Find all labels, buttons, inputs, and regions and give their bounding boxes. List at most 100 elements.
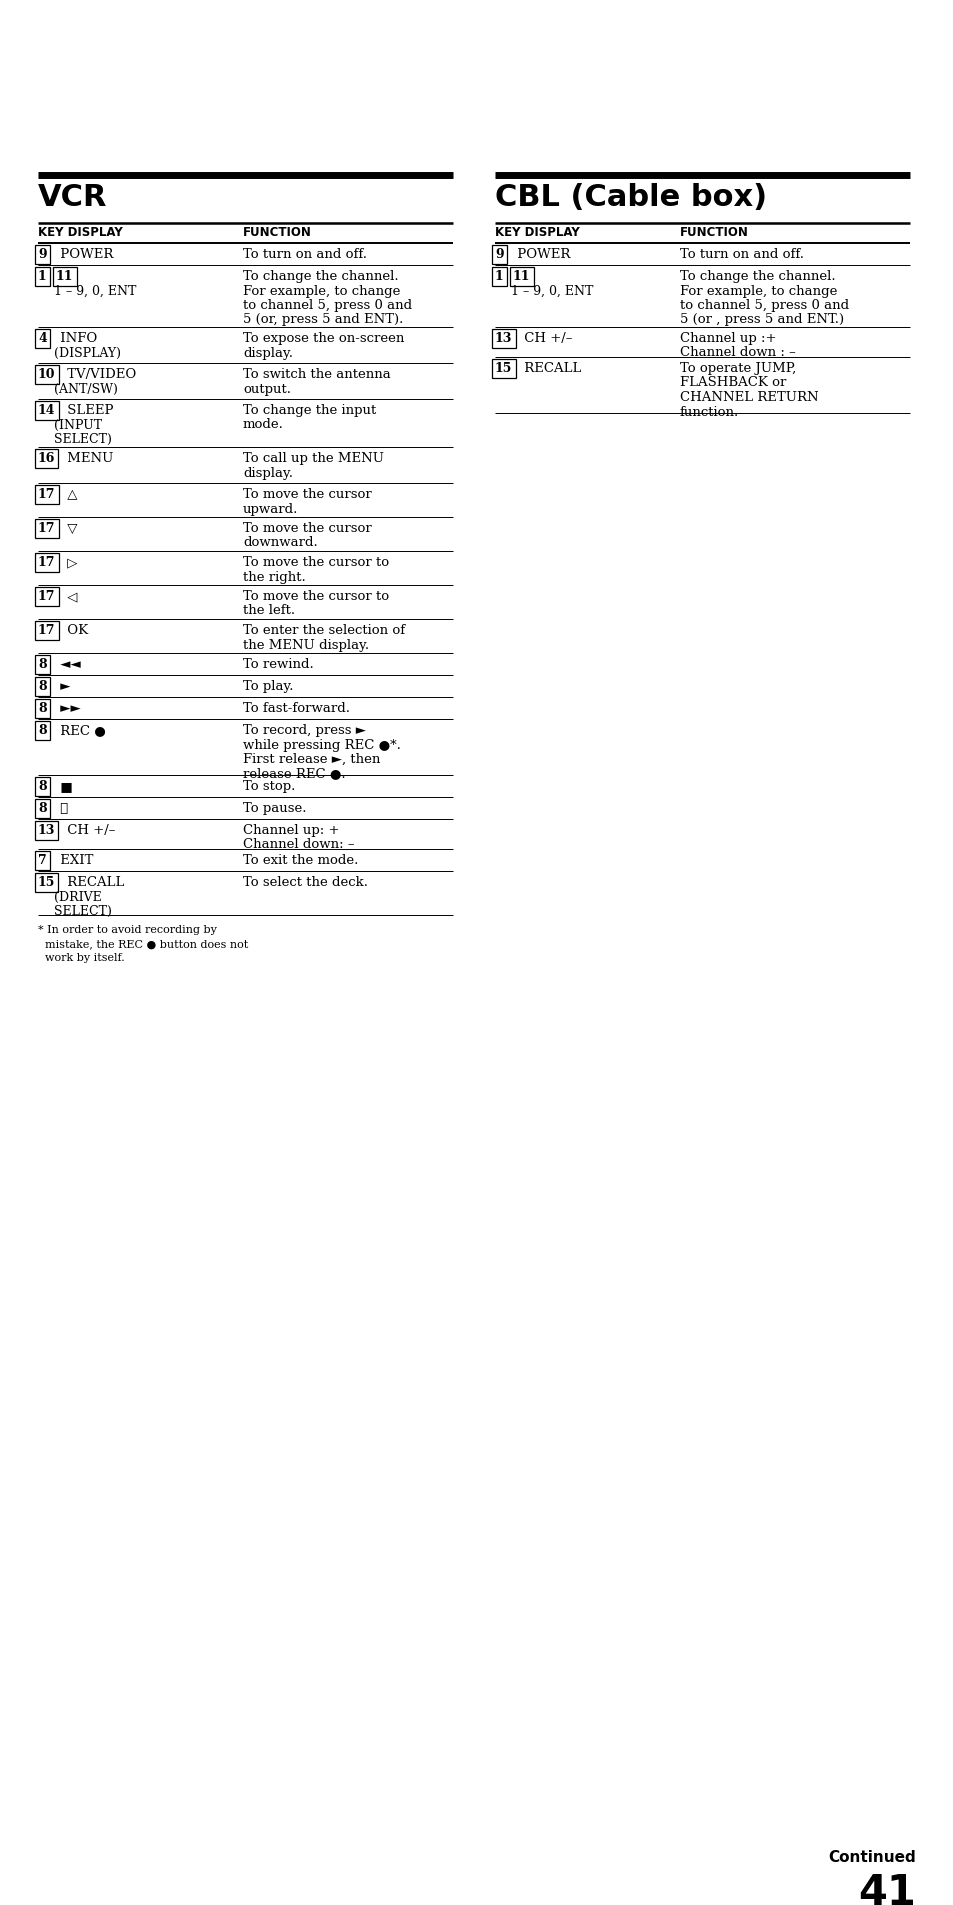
Text: 8: 8 bbox=[38, 802, 47, 815]
Text: output.: output. bbox=[243, 383, 291, 396]
Text: 11: 11 bbox=[56, 271, 73, 284]
Text: SELECT): SELECT) bbox=[38, 432, 112, 446]
Text: 13: 13 bbox=[38, 825, 55, 836]
Text: 10: 10 bbox=[38, 368, 55, 381]
Text: To play.: To play. bbox=[243, 680, 294, 693]
Text: ■: ■ bbox=[56, 779, 72, 792]
Text: To record, press ►: To record, press ► bbox=[243, 724, 366, 737]
Text: To stop.: To stop. bbox=[243, 779, 295, 792]
Text: 7: 7 bbox=[38, 853, 47, 867]
Text: MENU: MENU bbox=[63, 451, 113, 465]
Text: the left.: the left. bbox=[243, 604, 294, 617]
Text: 11: 11 bbox=[513, 271, 530, 284]
Text: 1: 1 bbox=[495, 271, 503, 284]
Text: OK: OK bbox=[63, 625, 88, 636]
Text: FUNCTION: FUNCTION bbox=[243, 227, 312, 238]
Text: 17: 17 bbox=[38, 556, 55, 570]
Text: △: △ bbox=[63, 488, 77, 501]
Text: display.: display. bbox=[243, 467, 293, 480]
Text: To change the input: To change the input bbox=[243, 404, 375, 417]
Text: 9: 9 bbox=[495, 248, 503, 261]
Text: SELECT): SELECT) bbox=[38, 905, 112, 918]
Text: TV/VIDEO: TV/VIDEO bbox=[63, 368, 136, 381]
Text: (DISPLAY): (DISPLAY) bbox=[38, 347, 121, 360]
Text: ►►: ►► bbox=[56, 703, 81, 714]
Text: EXIT: EXIT bbox=[56, 853, 93, 867]
Text: 5 (or, press 5 and ENT).: 5 (or, press 5 and ENT). bbox=[243, 314, 403, 326]
Text: display.: display. bbox=[243, 347, 293, 360]
Text: VCR: VCR bbox=[38, 183, 108, 211]
Text: To change the channel.: To change the channel. bbox=[243, 271, 398, 284]
Text: KEY DISPLAY: KEY DISPLAY bbox=[495, 227, 579, 238]
Text: 17: 17 bbox=[38, 522, 55, 535]
Text: CBL (Cable box): CBL (Cable box) bbox=[495, 183, 766, 211]
Text: to channel 5, press 0 and: to channel 5, press 0 and bbox=[679, 299, 848, 312]
Text: mode.: mode. bbox=[243, 419, 284, 432]
Text: 9: 9 bbox=[38, 248, 47, 261]
Text: To call up the MENU: To call up the MENU bbox=[243, 451, 384, 465]
Text: FLASHBACK or: FLASHBACK or bbox=[679, 377, 785, 389]
Text: To rewind.: To rewind. bbox=[243, 657, 314, 671]
Text: POWER: POWER bbox=[513, 248, 570, 261]
Text: RECALL: RECALL bbox=[63, 876, 124, 890]
Text: To pause.: To pause. bbox=[243, 802, 306, 815]
Text: 13: 13 bbox=[495, 331, 512, 345]
Text: Channel down: –: Channel down: – bbox=[243, 838, 355, 852]
Text: downward.: downward. bbox=[243, 537, 317, 549]
Text: INFO: INFO bbox=[56, 331, 97, 345]
Text: 17: 17 bbox=[38, 591, 55, 604]
Text: To move the cursor: To move the cursor bbox=[243, 488, 372, 501]
Text: ▷: ▷ bbox=[63, 556, 77, 570]
Text: CH +/–: CH +/– bbox=[63, 825, 115, 836]
Text: To select the deck.: To select the deck. bbox=[243, 876, 368, 890]
Text: 17: 17 bbox=[38, 625, 55, 636]
Text: ⏸: ⏸ bbox=[56, 802, 69, 815]
Text: function.: function. bbox=[679, 406, 739, 419]
Text: To exit the mode.: To exit the mode. bbox=[243, 853, 358, 867]
Text: Channel down : –: Channel down : – bbox=[679, 347, 795, 360]
Text: to channel 5, press 0 and: to channel 5, press 0 and bbox=[243, 299, 412, 312]
Text: To fast-forward.: To fast-forward. bbox=[243, 703, 350, 714]
Text: ◄◄: ◄◄ bbox=[56, 657, 81, 671]
Text: 1 – 9, 0, ENT: 1 – 9, 0, ENT bbox=[38, 284, 136, 297]
Text: To operate JUMP,: To operate JUMP, bbox=[679, 362, 796, 375]
Text: SLEEP: SLEEP bbox=[63, 404, 113, 417]
Text: mistake, the REC ● button does not: mistake, the REC ● button does not bbox=[38, 939, 248, 949]
Text: while pressing REC ●*.: while pressing REC ●*. bbox=[243, 739, 400, 751]
Text: For example, to change: For example, to change bbox=[243, 284, 400, 297]
Text: REC ●: REC ● bbox=[56, 724, 106, 737]
Text: To switch the antenna: To switch the antenna bbox=[243, 368, 391, 381]
Text: To move the cursor to: To move the cursor to bbox=[243, 591, 389, 604]
Text: 5 (or , press 5 and ENT.): 5 (or , press 5 and ENT.) bbox=[679, 314, 843, 326]
Text: 15: 15 bbox=[38, 876, 55, 890]
Text: To turn on and off.: To turn on and off. bbox=[243, 248, 367, 261]
Text: For example, to change: For example, to change bbox=[679, 284, 837, 297]
Text: To turn on and off.: To turn on and off. bbox=[679, 248, 803, 261]
Text: To move the cursor to: To move the cursor to bbox=[243, 556, 389, 570]
Text: 16: 16 bbox=[38, 451, 55, 465]
Text: RECALL: RECALL bbox=[519, 362, 580, 375]
Text: (INPUT: (INPUT bbox=[38, 419, 102, 432]
Text: 8: 8 bbox=[38, 779, 47, 792]
Text: 8: 8 bbox=[38, 680, 47, 693]
Text: 8: 8 bbox=[38, 724, 47, 737]
Text: (ANT/SW): (ANT/SW) bbox=[38, 383, 118, 396]
Text: To change the channel.: To change the channel. bbox=[679, 271, 835, 284]
Text: 17: 17 bbox=[38, 488, 55, 501]
Text: 15: 15 bbox=[495, 362, 512, 375]
Text: * In order to avoid recording by: * In order to avoid recording by bbox=[38, 926, 216, 935]
Text: FUNCTION: FUNCTION bbox=[679, 227, 748, 238]
Text: the right.: the right. bbox=[243, 570, 305, 583]
Text: Continued: Continued bbox=[827, 1850, 915, 1865]
Text: 8: 8 bbox=[38, 703, 47, 714]
Text: 14: 14 bbox=[38, 404, 55, 417]
Text: CH +/–: CH +/– bbox=[519, 331, 572, 345]
Text: upward.: upward. bbox=[243, 503, 298, 516]
Text: First release ►, then: First release ►, then bbox=[243, 752, 380, 766]
Text: 1: 1 bbox=[38, 271, 47, 284]
Text: KEY DISPLAY: KEY DISPLAY bbox=[38, 227, 123, 238]
Text: ▽: ▽ bbox=[63, 522, 77, 535]
Text: release REC ●.: release REC ●. bbox=[243, 768, 345, 781]
Text: work by itself.: work by itself. bbox=[38, 952, 125, 964]
Text: To move the cursor: To move the cursor bbox=[243, 522, 372, 535]
